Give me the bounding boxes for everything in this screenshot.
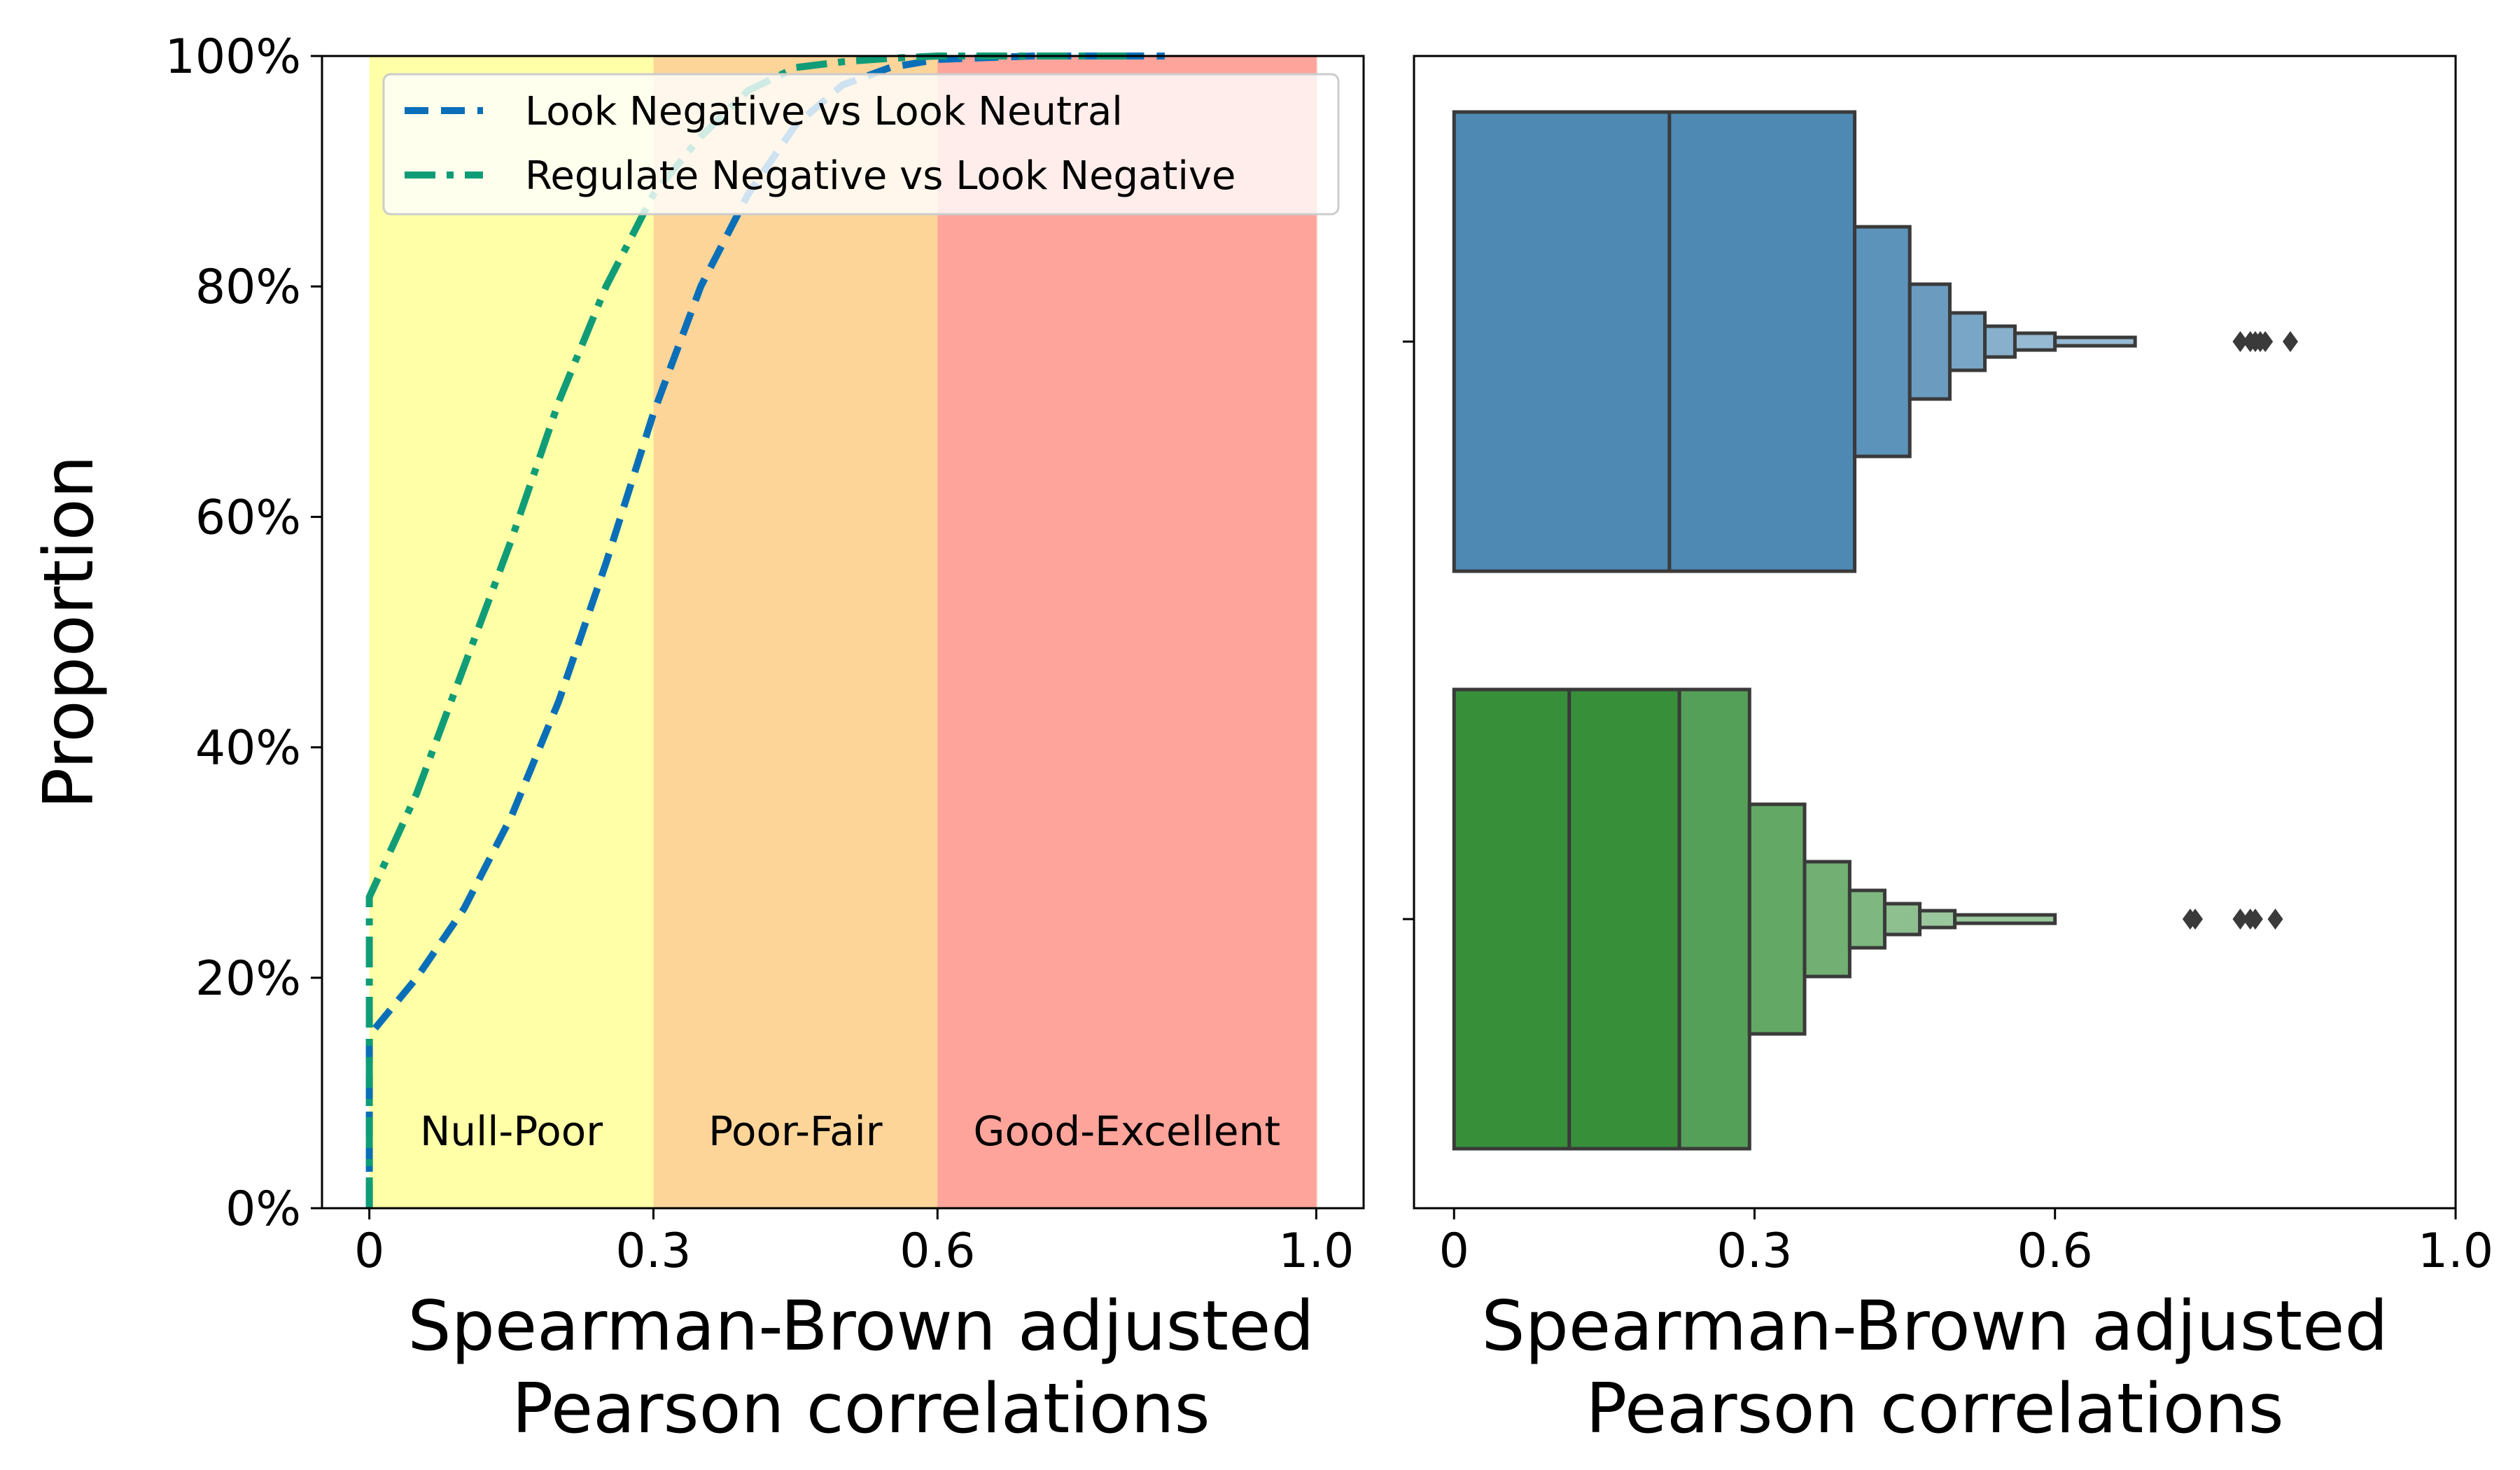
x-tick-label: 0.6: [2017, 1224, 2093, 1279]
region-band: [369, 56, 654, 1208]
boxen-box: [1983, 324, 2017, 359]
y-tick-label: 80%: [195, 260, 301, 315]
y-tick-label: 100%: [165, 29, 301, 85]
boxen-box: [1947, 311, 1987, 372]
boxen-box: [1677, 687, 1751, 1151]
region-label: Null-Poor: [420, 1107, 603, 1155]
x-axis-label-line1: Spearman-Brown adjusted: [1481, 1287, 2388, 1366]
boxen-box: [2053, 335, 2137, 348]
region-label: Poor-Fair: [708, 1107, 883, 1155]
boxen-box: [1802, 860, 1851, 979]
legend-entry: Look Negative vs Look Neutral: [525, 89, 1123, 134]
x-tick-label: 0.3: [615, 1224, 691, 1279]
legend: Look Negative vs Look Neutral Regulate Ne…: [382, 73, 1340, 216]
x-axis-label-line1: Spearman-Brown adjusted: [407, 1287, 1314, 1366]
boxen-group: [1452, 110, 2298, 573]
axes-frame: [321, 55, 1365, 1210]
region-band: [937, 56, 1317, 1208]
boxen-box: [1953, 913, 2057, 925]
outlier-point: [2282, 331, 2298, 352]
x-tick-label: 0: [354, 1224, 384, 1279]
y-tick-label: 40%: [195, 721, 301, 776]
y-tick-label: 60%: [195, 490, 301, 545]
legend-box: [382, 73, 1340, 216]
boxen-box: [1882, 902, 1922, 937]
x-axis-label-line2: Pearson correlations: [512, 1369, 1210, 1449]
boxen-box: [1853, 225, 1912, 458]
boxen-plot-panel: 0 0.3 0.6 1.0 Spearman-Brown adjustedPearson…: [1403, 55, 2493, 1449]
outlier-point: [2232, 331, 2248, 352]
legend-entry: Regulate Negative vs Look Negative: [525, 153, 1236, 199]
cumulative-distribution-panel: Null-Poor Poor-Fair Good-Excellent Look Neg…: [29, 29, 1365, 1449]
boxen-box: [2012, 331, 2057, 352]
boxen-box: [1918, 909, 1957, 930]
x-tick-label: 1.0: [1278, 1224, 1354, 1279]
axes-frame: [1413, 55, 2457, 1210]
outlier-point: [2267, 909, 2283, 930]
outlier-point: [2232, 909, 2248, 930]
boxen-box: [1452, 110, 1857, 573]
boxen-box: [1452, 687, 1681, 1151]
y-axis-label: Proportion: [29, 455, 109, 809]
y-tick-label: 0%: [225, 1182, 301, 1237]
region-band: [653, 56, 938, 1208]
x-tick-label: 0.3: [1716, 1224, 1792, 1279]
outlier-point: [2247, 909, 2263, 930]
outlier-point: [2258, 331, 2274, 352]
x-tick-label: 0: [1439, 1224, 1469, 1279]
x-axis-label-line2: Pearson correlations: [1586, 1369, 2283, 1449]
x-tick-label: 0.6: [899, 1224, 975, 1279]
y-tick-label: 20%: [195, 951, 301, 1007]
boxen-box: [1847, 888, 1886, 950]
region-label: Good-Excellent: [974, 1107, 1281, 1155]
boxen-box: [1747, 802, 1807, 1036]
cdf-line: [365, 52, 1165, 1208]
boxen-box: [1907, 282, 1952, 401]
x-tick-label: 1.0: [2418, 1224, 2493, 1279]
boxen-group: [1452, 687, 2283, 1151]
outlier-point: [2188, 909, 2203, 930]
